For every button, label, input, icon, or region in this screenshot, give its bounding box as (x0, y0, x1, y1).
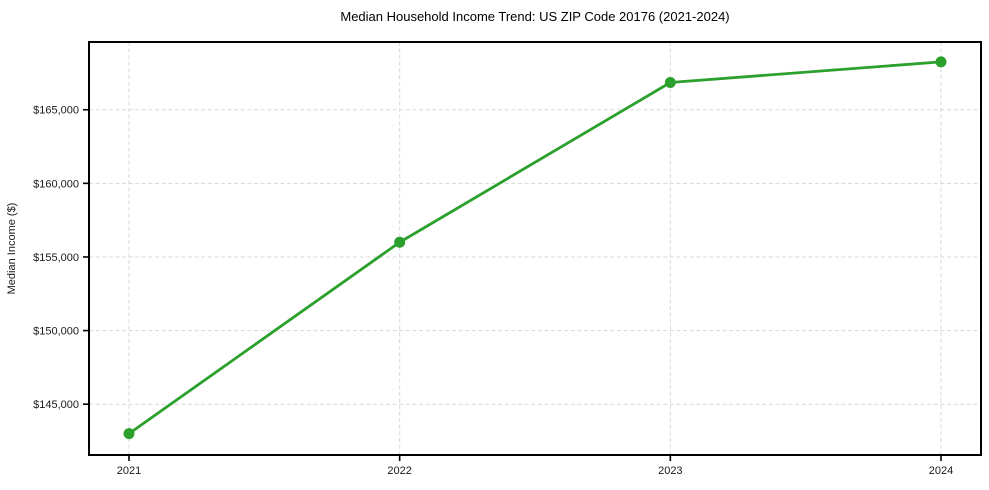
y-tick-label: $145,000 (33, 399, 79, 411)
chart-title: Median Household Income Trend: US ZIP Co… (340, 9, 730, 24)
data-point-2022 (394, 236, 406, 248)
y-tick-label: $165,000 (33, 105, 79, 117)
x-tick-label: 2024 (929, 465, 953, 477)
x-tick-label: 2022 (387, 465, 411, 477)
data-line (127, 60, 943, 436)
y-tick-label: $155,000 (33, 252, 79, 264)
y-tick-label: $160,000 (33, 178, 79, 190)
data-point-2023 (664, 76, 676, 88)
x-tick-label: 2023 (658, 465, 682, 477)
data-point-2021 (123, 428, 135, 440)
x-tick-label: 2021 (117, 465, 141, 477)
y-tick-label: $150,000 (33, 326, 79, 338)
plot-frame (88, 41, 982, 456)
y-axis-label: Median Income ($) (6, 203, 18, 295)
data-point-2024 (935, 56, 947, 68)
